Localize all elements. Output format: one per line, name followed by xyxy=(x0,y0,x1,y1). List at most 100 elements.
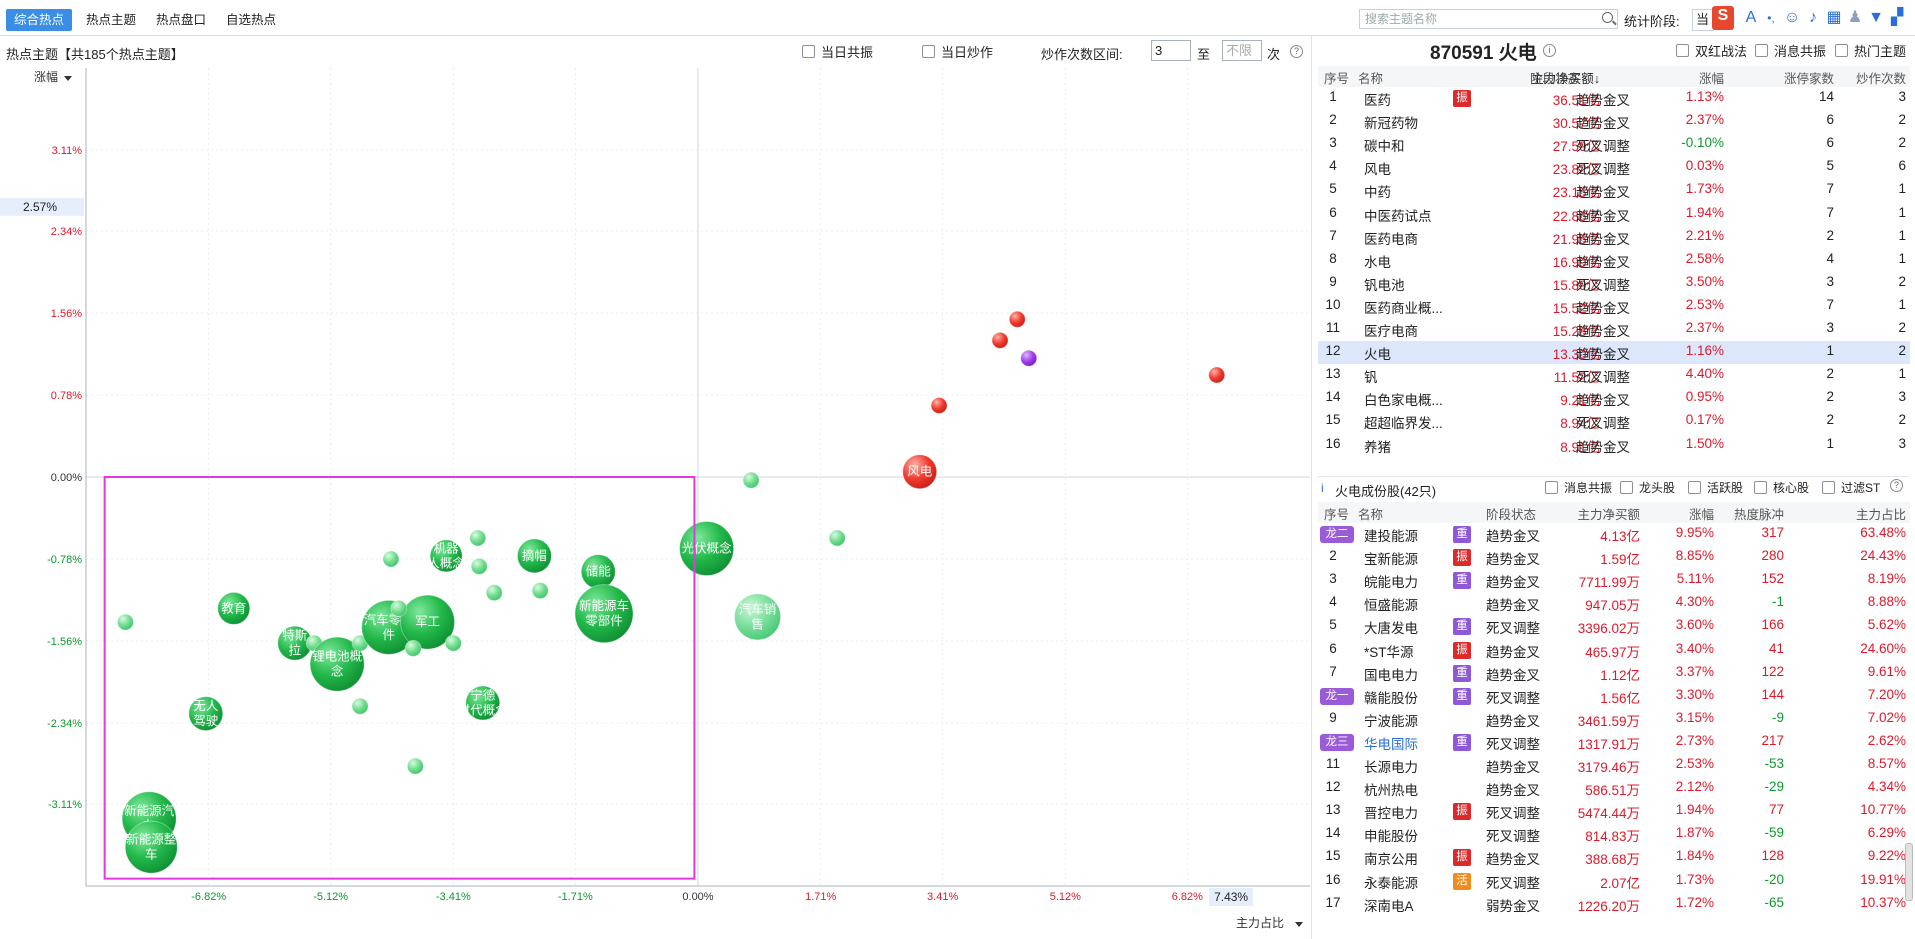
chevron-down-icon[interactable] xyxy=(1295,922,1303,927)
column-header[interactable]: 涨幅 xyxy=(1698,72,1724,86)
tab-custom-hot[interactable]: 自选热点 xyxy=(226,13,277,27)
stock-row[interactable]: 龙二 建投能源 重趋势金叉 4.13亿 9.95% 317 63.48% xyxy=(1318,523,1910,546)
checkbox-box[interactable] xyxy=(922,44,935,58)
theme-name[interactable]: 医疗电商 xyxy=(1364,324,1418,339)
range-from-input[interactable]: 3 xyxy=(1151,40,1191,61)
chevron-down-icon[interactable] xyxy=(64,76,72,81)
column-header[interactable]: 涨停家数 xyxy=(1783,72,1834,86)
hot-theme-bubble-chart[interactable]: 3.11% 2.34% 1.56% 0.78% 0.00% -0.78% -1.56% -2.… xyxy=(0,66,1310,939)
checkbox-day-resonance[interactable]: 当日共振 xyxy=(802,43,873,60)
theme-bubble[interactable] xyxy=(124,820,178,874)
checkbox-box[interactable] xyxy=(802,44,815,58)
column-header[interactable]: 炒作次数 xyxy=(1855,72,1906,86)
table-row[interactable]: 16 养猪 8.91亿 趋势金叉 1.50% 1 3 xyxy=(1318,434,1910,457)
column-header[interactable]: 名称 xyxy=(1358,508,1384,522)
stock-row[interactable]: 龙三 华电国际 重死叉调整 1317.91万 2.73% 217 2.62% xyxy=(1318,731,1910,754)
theme-name[interactable]: 火电 xyxy=(1364,347,1391,363)
theme-name[interactable]: 中医药试点 xyxy=(1364,208,1432,224)
theme-bubble[interactable] xyxy=(1008,310,1026,328)
column-header[interactable]: 序号 xyxy=(1324,72,1350,86)
table-row[interactable]: 4 风电 23.82亿 死叉调整 0.03% 5 6 xyxy=(1318,156,1910,179)
stock-row[interactable]: 6 *ST华源 振趋势金叉 465.97万 3.40% 41 24.60% xyxy=(1318,639,1910,662)
theme-bubble[interactable] xyxy=(828,529,846,547)
x-axis-title[interactable]: 主力占比 xyxy=(1236,915,1284,930)
theme-name[interactable]: 钒 xyxy=(1364,370,1378,386)
theme-bubble[interactable] xyxy=(406,757,424,775)
stock-row[interactable]: 3 皖能电力 重趋势金叉 7711.99万 5.11% 152 8.19% xyxy=(1318,569,1910,592)
theme-name[interactable]: 医药商业概... xyxy=(1364,300,1443,316)
stock-name[interactable]: 建投能源 xyxy=(1364,529,1418,544)
stock-name[interactable]: 大唐发电 xyxy=(1364,621,1418,637)
theme-bubble[interactable] xyxy=(444,634,462,652)
theme-bubble[interactable] xyxy=(188,696,224,732)
table-row[interactable]: 11 医疗电商 15.28亿 趋势金叉 2.37% 3 2 xyxy=(1318,318,1910,341)
theme-bubble[interactable] xyxy=(116,613,134,631)
stock-row[interactable]: 4 恒盛能源 趋势金叉 947.05万 4.30% -1 8.88% xyxy=(1318,592,1910,615)
stock-row[interactable]: 7 国电电力 重趋势金叉 1.12亿 3.37% 122 9.61% xyxy=(1318,662,1910,685)
checkbox-hot-themes[interactable]: 热门主题 xyxy=(1835,42,1906,59)
theme-name[interactable]: 新冠药物 xyxy=(1364,116,1418,132)
column-header[interactable]: 主力净买额 xyxy=(1577,508,1640,522)
checkbox-news-resonance[interactable]: 消息共振 xyxy=(1755,42,1826,59)
y-axis-title[interactable]: 涨幅 xyxy=(34,69,58,84)
tab-comprehensive-hot[interactable]: 综合热点 xyxy=(6,9,73,31)
stock-row[interactable]: 5 大唐发电 重死叉调整 3396.02万 3.60% 166 5.62% xyxy=(1318,615,1910,638)
keyboard-icon[interactable]: ▦ xyxy=(1826,9,1842,26)
checkbox-box[interactable] xyxy=(1835,43,1848,57)
theme-bubble[interactable] xyxy=(734,593,782,641)
theme-bubble[interactable] xyxy=(429,539,463,573)
theme-bubble[interactable] xyxy=(400,594,456,650)
column-header[interactable]: 阶段状态 xyxy=(1530,72,1581,86)
checkbox-stock-news[interactable]: 消息共振 xyxy=(1545,479,1612,495)
checkbox-filter-st[interactable]: 过滤ST xyxy=(1822,479,1880,495)
theme-search-input[interactable]: 搜索主题名称 xyxy=(1359,9,1618,29)
stock-name[interactable]: 宝新能源 xyxy=(1364,552,1418,568)
font-icon[interactable]: A xyxy=(1745,9,1757,26)
stock-name[interactable]: 深南电A xyxy=(1364,898,1414,914)
emoji-icon[interactable]: ☺ xyxy=(1783,9,1801,26)
theme-bubble[interactable] xyxy=(516,538,552,574)
column-header[interactable]: 热度脉冲 xyxy=(1733,508,1784,522)
stock-name[interactable]: 杭州热电 xyxy=(1364,783,1418,799)
checkbox-box[interactable] xyxy=(1688,480,1701,494)
stock-row[interactable]: 14 申能股份 死叉调整 814.83万 1.87% -59 6.29% xyxy=(1318,823,1910,846)
column-header[interactable]: 名称 xyxy=(1358,72,1384,86)
stock-row[interactable]: 17 深南电A 弱势金叉 1226.20万 1.72% -65 10.37% xyxy=(1318,893,1910,916)
stock-row[interactable]: 16 永泰能源 活死叉调整 2.07亿 1.73% -20 19.91% xyxy=(1318,870,1910,893)
theme-name[interactable]: 风电 xyxy=(1364,162,1391,178)
column-header[interactable]: 主力净买额↓ xyxy=(1531,72,1600,86)
help-icon[interactable]: ? xyxy=(1290,45,1303,58)
checkbox-active[interactable]: 活跃股 xyxy=(1688,479,1743,495)
stock-name[interactable]: 南京公用 xyxy=(1364,852,1418,868)
stock-name[interactable]: 永泰能源 xyxy=(1364,875,1418,891)
checkbox-box[interactable] xyxy=(1545,480,1558,494)
theme-bubble[interactable] xyxy=(404,639,422,657)
theme-bubble[interactable] xyxy=(485,584,503,602)
checkbox-box[interactable] xyxy=(1676,43,1689,57)
sogou-icon[interactable]: S xyxy=(1712,6,1734,30)
theme-bubble[interactable] xyxy=(902,454,938,490)
stock-name[interactable]: 长源电力 xyxy=(1364,760,1418,775)
stock-row[interactable]: 龙一 赣能股份 重死叉调整 1.56亿 3.30% 144 7.20% xyxy=(1318,685,1910,708)
table-row[interactable]: 6 中医药试点 22.86亿 趋势金叉 1.94% 7 1 xyxy=(1318,203,1910,226)
stock-row[interactable]: 9 宁波能源 趋势金叉 3461.59万 3.15% -9 7.02% xyxy=(1318,708,1910,731)
column-header[interactable]: 阶段状态 xyxy=(1486,508,1537,522)
checkbox-box[interactable] xyxy=(1755,43,1768,57)
selection-rectangle[interactable] xyxy=(103,476,696,880)
stock-row[interactable]: 2 宝新能源 振趋势金叉 1.59亿 8.85% 280 24.43% xyxy=(1318,546,1910,569)
stock-name[interactable]: 申能股份 xyxy=(1364,829,1418,845)
theme-bubble[interactable] xyxy=(1020,349,1038,367)
tab-hot-market[interactable]: 热点盘口 xyxy=(156,13,207,27)
checkbox-day-speculation[interactable]: 当日炒作 xyxy=(922,43,993,60)
microphone-icon[interactable]: ♪ xyxy=(1809,9,1817,26)
stock-name[interactable]: 国电电力 xyxy=(1364,667,1418,683)
stat-period-select[interactable]: 当 xyxy=(1692,9,1714,31)
theme-bubble[interactable] xyxy=(309,636,365,692)
table-row[interactable]: 15 超超临界发... 8.94亿 死叉调整 0.17% 2 2 xyxy=(1318,410,1910,433)
theme-name[interactable]: 医药 xyxy=(1364,93,1391,108)
punctuation-icon[interactable]: •, xyxy=(1767,11,1775,25)
user-icon[interactable]: ♟ xyxy=(1847,9,1863,26)
range-to-input[interactable]: 不限 xyxy=(1222,40,1262,61)
theme-name[interactable]: 中药 xyxy=(1364,185,1391,201)
stock-row[interactable]: 15 南京公用 振趋势金叉 388.68万 1.84% 128 9.22% xyxy=(1318,846,1910,869)
